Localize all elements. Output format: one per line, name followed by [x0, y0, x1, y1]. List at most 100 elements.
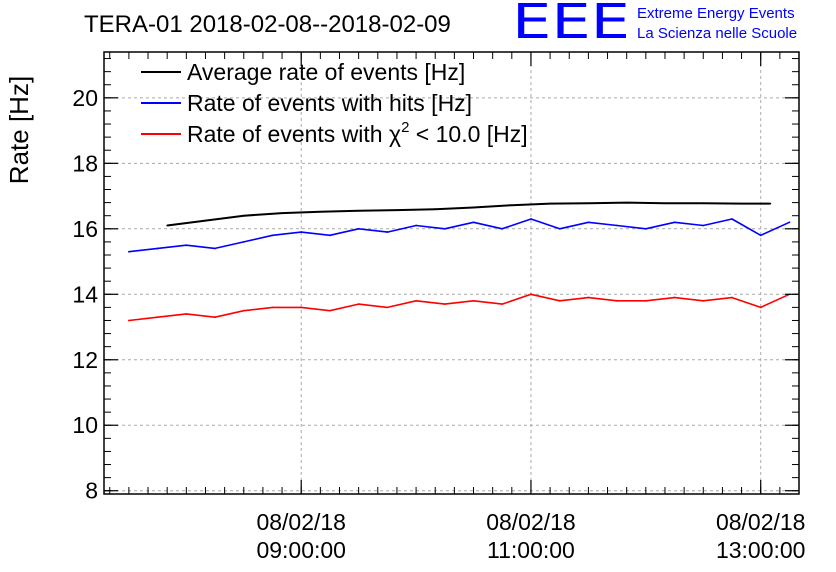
data-point: [357, 209, 360, 212]
data-point: [443, 227, 446, 230]
data-point: [501, 303, 504, 306]
chart-title: TERA-01 2018-02-08--2018-02-09: [84, 11, 451, 38]
eee-logo-mark: EEE: [512, 0, 630, 50]
data-point: [788, 221, 791, 224]
data-point: [558, 299, 561, 302]
data-point: [587, 221, 590, 224]
data-point: [242, 309, 245, 312]
data-point: [204, 219, 207, 222]
y-tick-label: 10: [72, 412, 98, 438]
data-point: [386, 231, 389, 233]
data-point: [357, 227, 360, 230]
x-tick-date-label: 08/02/18: [486, 509, 576, 535]
data-point: [396, 209, 398, 212]
data-point: [673, 221, 676, 224]
data-point: [300, 231, 303, 233]
data-point: [549, 202, 552, 205]
series-line-1: [128, 218, 790, 253]
data-point: [625, 201, 628, 204]
data-point: [357, 303, 360, 306]
data-point: [616, 224, 619, 227]
data-point: [587, 296, 590, 299]
data-point: [472, 221, 475, 224]
data-point: [510, 204, 513, 207]
data-point: [166, 224, 169, 227]
x-tick-time-label: 11:00:00: [487, 537, 575, 563]
data-point: [558, 227, 561, 230]
data-point: [644, 227, 647, 230]
data-point: [702, 299, 705, 302]
data-point: [740, 202, 743, 205]
data-point: [156, 316, 159, 319]
data-point: [300, 306, 303, 309]
data-point: [185, 313, 188, 315]
series-line-2: [128, 293, 790, 322]
data-point: [127, 250, 130, 253]
y-tick-label: 12: [72, 347, 98, 373]
data-point: [319, 210, 322, 213]
series-line-0: [167, 201, 771, 227]
x-tick-date-label: 08/02/18: [256, 509, 346, 535]
data-point: [271, 234, 274, 237]
data-point: [769, 202, 772, 205]
data-point: [156, 247, 159, 250]
data-point: [616, 299, 619, 302]
logo-line-2: La Scienza nelle Scuole: [637, 25, 797, 42]
data-point: [731, 296, 733, 299]
grid-lines: [104, 52, 799, 494]
data-point: [329, 234, 331, 237]
data-point: [530, 293, 532, 296]
data-point: [472, 206, 475, 209]
data-point: [434, 208, 437, 211]
legend-label-1: Rate of events with hits [Hz]: [187, 90, 472, 116]
data-point: [501, 227, 504, 230]
data-point: [443, 303, 446, 306]
data-point: [127, 319, 130, 322]
data-point: [702, 224, 705, 227]
data-point: [281, 212, 283, 214]
data-point: [185, 244, 188, 247]
data-point: [415, 224, 417, 227]
legend-text: Rate of events with χ: [187, 121, 401, 147]
data-point: [664, 202, 666, 205]
data-point: [386, 306, 389, 309]
plot-frame: [103, 51, 800, 495]
data-point: [587, 202, 590, 205]
data-point: [530, 218, 532, 220]
logo-line-1: Extreme Energy Events: [637, 5, 795, 22]
data-point: [214, 316, 216, 319]
legend-text: Average rate of events [Hz]: [187, 59, 465, 85]
data-point: [759, 306, 762, 309]
x-tick-time-label: 09:00:00: [256, 537, 346, 563]
y-tick-label: 14: [72, 281, 98, 307]
legend-superscript: 2: [401, 119, 409, 136]
data-point: [673, 296, 676, 299]
data-point: [415, 299, 417, 302]
y-axis-label: Rate [Hz]: [4, 76, 34, 184]
data-point: [702, 202, 705, 205]
data-point: [731, 218, 733, 220]
y-tick-label: 8: [85, 478, 98, 504]
data-point: [271, 306, 274, 309]
data-point: [329, 309, 331, 312]
data-point: [759, 234, 762, 237]
legend-text-suffix: < 10.0 [Hz]: [409, 121, 527, 147]
x-tick-date-label: 08/02/18: [716, 509, 806, 535]
data-point: [644, 299, 647, 302]
data-point: [242, 240, 245, 243]
legend-label-2: Rate of events with χ2 < 10.0 [Hz]: [187, 119, 528, 147]
eee-logo: EEE Extreme Energy Events La Scienza nel…: [512, 0, 797, 50]
data-point: [472, 299, 475, 302]
data-point: [242, 214, 245, 217]
legend-label-0: Average rate of events [Hz]: [187, 59, 465, 85]
legend: Average rate of events [Hz] Rate of event…: [141, 59, 528, 147]
x-tick-time-label: 13:00:00: [716, 537, 806, 563]
y-tick-label: 16: [72, 216, 98, 242]
y-tick-label: 18: [72, 150, 98, 176]
axis-ticks: 810121416182008/02/1809:00:0008/02/1811:…: [72, 52, 805, 563]
y-tick-label: 20: [72, 85, 98, 111]
series-lines: [127, 201, 791, 322]
data-point: [214, 247, 216, 250]
legend-text: Rate of events with hits [Hz]: [187, 90, 472, 116]
